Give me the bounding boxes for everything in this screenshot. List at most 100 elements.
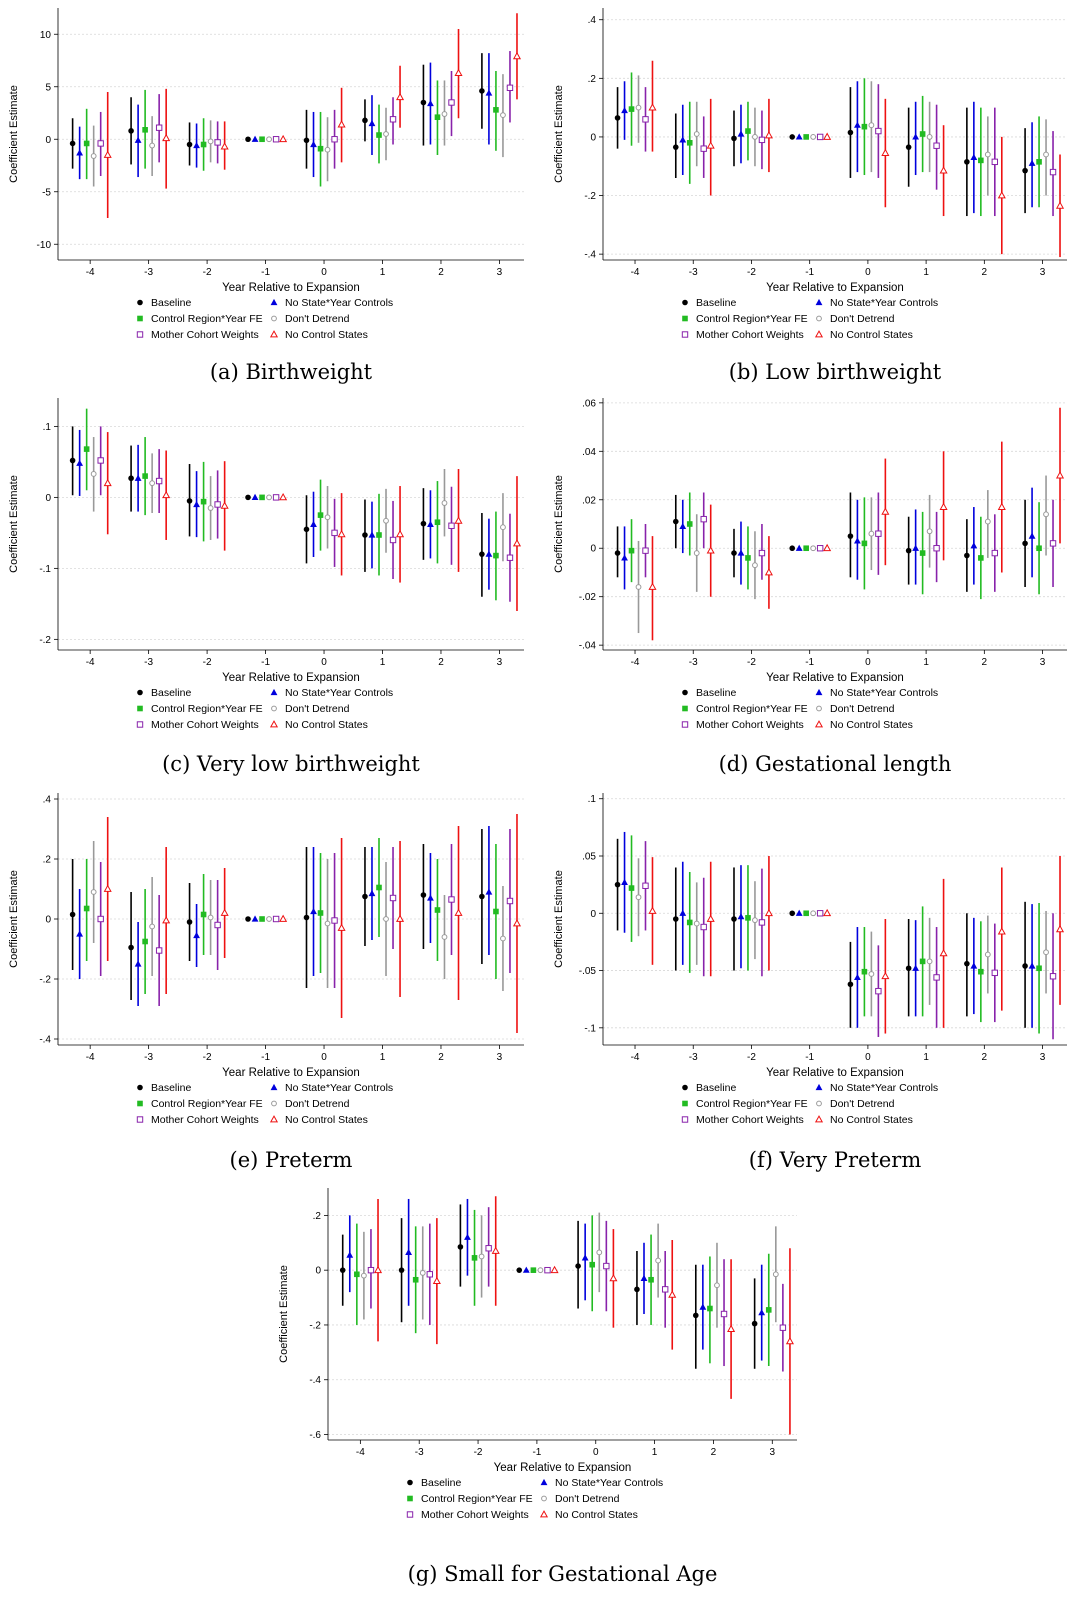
point-marker: [823, 132, 832, 140]
point-marker: [354, 1271, 360, 1278]
legend-marker: [682, 315, 688, 322]
point-marker: [1055, 924, 1065, 933]
point-marker: [337, 120, 346, 128]
point-marker: [861, 540, 868, 547]
point-marker: [745, 555, 751, 561]
point-marker: [214, 501, 221, 508]
x-axis-title: Year Relative to Expansion: [766, 1067, 904, 1079]
legend-label: Mother Cohort Weights: [696, 719, 804, 730]
point-marker: [506, 554, 514, 561]
x-tick-label: 0: [321, 657, 327, 668]
legend-label: No Control States: [285, 329, 368, 340]
x-tick-label: 3: [770, 1447, 776, 1458]
x-tick-label: -4: [631, 1052, 640, 1063]
x-tick-label: 1: [380, 267, 386, 278]
x-axis-title: Year Relative to Expansion: [222, 1067, 360, 1079]
point-marker: [1022, 540, 1028, 547]
legend-label: No Control States: [830, 719, 913, 730]
point-marker: [854, 537, 861, 544]
point-marker: [69, 911, 76, 918]
point-marker: [220, 908, 229, 916]
point-marker: [1028, 962, 1036, 969]
series-control-region: [83, 838, 499, 994]
series-no-control-states: [648, 856, 1065, 1034]
point-marker: [90, 153, 97, 159]
point-marker: [720, 1310, 728, 1318]
point-marker: [220, 501, 229, 509]
point-marker: [648, 906, 657, 914]
point-marker: [737, 549, 745, 556]
point-marker: [1049, 168, 1057, 176]
point-marker: [707, 1305, 713, 1312]
point-marker: [905, 965, 912, 972]
x-tick-label: -4: [86, 657, 95, 668]
point-marker: [134, 474, 142, 481]
point-marker: [493, 908, 499, 915]
point-marker: [506, 897, 514, 905]
point-marker: [706, 546, 715, 554]
point-marker: [259, 916, 265, 922]
point-marker: [1049, 540, 1057, 547]
point-marker: [1043, 949, 1049, 956]
point-marker: [419, 1270, 426, 1276]
point-marker: [362, 532, 368, 538]
point-marker: [420, 892, 427, 898]
point-marker: [272, 494, 280, 501]
series-no-state-year: [621, 487, 1036, 590]
point-marker: [964, 552, 970, 559]
x-tick-label: -2: [203, 657, 212, 668]
point-marker: [485, 888, 493, 895]
y-axis-title: Coefficient Estimate: [278, 1265, 290, 1363]
point-marker: [655, 1257, 662, 1264]
chart-svg: -.04 -.02 0 .02 .04 .06 -4 -3 -2 -1 0 1 2 3 Year Relat…: [553, 398, 1067, 731]
point-marker: [317, 145, 324, 152]
point-marker: [964, 159, 970, 165]
series-baseline: [69, 53, 485, 169]
point-marker: [679, 522, 687, 530]
legend-label: Control Region*Year FE: [151, 313, 263, 325]
point-marker: [693, 550, 700, 556]
point-marker: [614, 881, 621, 888]
point-marker: [765, 1307, 772, 1313]
legend-marker: [269, 720, 279, 728]
point-marker: [303, 914, 310, 921]
point-marker: [512, 539, 522, 547]
point-marker: [310, 140, 317, 148]
point-marker: [614, 115, 621, 121]
y-tick-label: -5: [42, 187, 51, 198]
y-axis-title: Coefficient Estimate: [553, 85, 565, 183]
point-marker: [700, 515, 707, 523]
legend-label: Don't Detrend: [285, 1098, 350, 1110]
series-baseline: [339, 1204, 758, 1369]
point-marker: [214, 139, 221, 146]
point-marker: [471, 1255, 478, 1261]
legend-label: No State*Year Controls: [285, 1082, 393, 1094]
x-tick-label: -1: [805, 1052, 814, 1063]
y-tick-label: 5: [45, 82, 51, 93]
point-marker: [905, 547, 912, 554]
point-marker: [434, 907, 441, 913]
series-no-control-states: [373, 1196, 794, 1435]
point-marker: [128, 944, 134, 951]
point-marker: [810, 910, 817, 917]
chart-svg: -.4 -.2 0 .2 .4 -4 -3 -2 -1 0 1 2 3 Year Relative to …: [553, 8, 1067, 341]
point-marker: [220, 142, 229, 150]
point-marker: [621, 554, 628, 561]
point-marker: [324, 514, 331, 521]
point-marker: [346, 1251, 354, 1258]
x-tick-label: 3: [1040, 657, 1046, 668]
legend-marker: [136, 721, 144, 728]
point-marker: [933, 545, 940, 552]
point-marker: [679, 136, 687, 143]
series-control-region: [83, 408, 499, 601]
point-marker: [699, 1303, 707, 1310]
point-marker: [926, 528, 933, 535]
x-axis-title: Year Relative to Expansion: [766, 282, 904, 294]
point-marker: [603, 1262, 610, 1270]
point-marker: [76, 930, 84, 937]
point-marker: [259, 136, 265, 143]
series-no-state-year: [621, 831, 1036, 1028]
legend-marker: [682, 1100, 688, 1107]
point-marker: [648, 103, 657, 111]
point-marker: [621, 106, 628, 114]
